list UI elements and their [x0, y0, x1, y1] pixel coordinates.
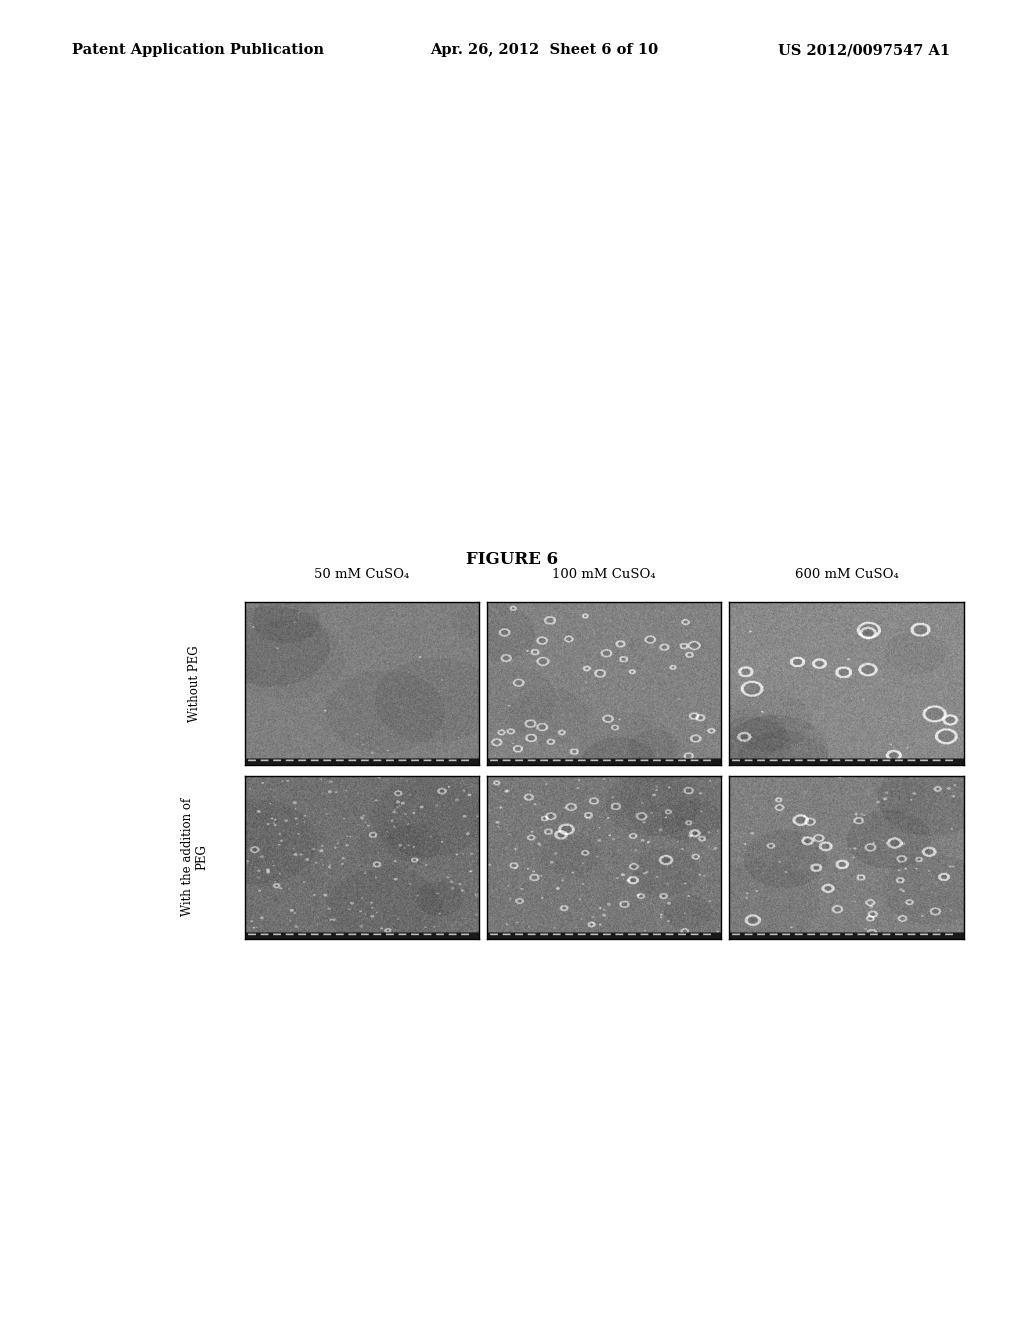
Text: Patent Application Publication: Patent Application Publication — [72, 44, 324, 57]
Text: 100 mM CuSO₄: 100 mM CuSO₄ — [552, 568, 656, 581]
Text: US 2012/0097547 A1: US 2012/0097547 A1 — [778, 44, 950, 57]
Text: FIGURE 6: FIGURE 6 — [466, 552, 558, 568]
Text: Apr. 26, 2012  Sheet 6 of 10: Apr. 26, 2012 Sheet 6 of 10 — [430, 44, 658, 57]
Text: Without PEG: Without PEG — [188, 645, 201, 722]
Text: 600 mM CuSO₄: 600 mM CuSO₄ — [795, 568, 898, 581]
Text: 50 mM CuSO₄: 50 mM CuSO₄ — [314, 568, 410, 581]
Text: With the addition of
PEG: With the addition of PEG — [180, 797, 209, 916]
